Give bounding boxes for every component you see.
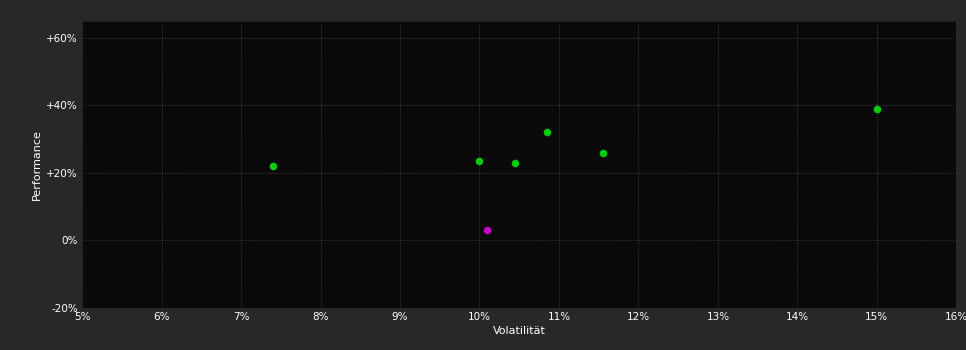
Point (507, 160, 523, 166)
Point (471, 158, 487, 164)
Point (480, 228, 496, 233)
Point (265, 163, 280, 169)
X-axis label: Volatilität: Volatilität (493, 326, 546, 336)
Point (869, 106, 885, 112)
Y-axis label: Performance: Performance (32, 129, 43, 200)
Point (539, 130, 554, 135)
Point (595, 150, 611, 155)
